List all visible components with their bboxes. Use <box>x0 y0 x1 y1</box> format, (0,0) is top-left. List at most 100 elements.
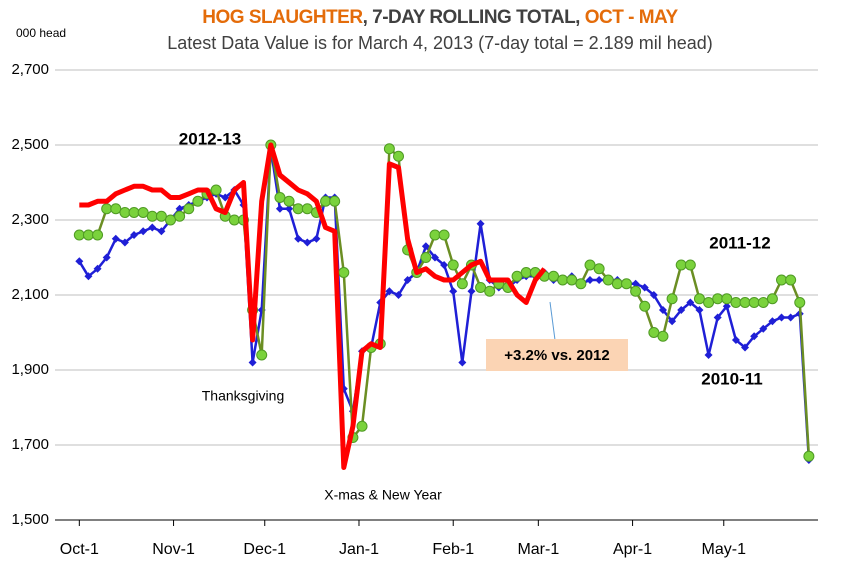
data-point <box>221 193 230 202</box>
data-point <box>803 450 815 462</box>
data-point <box>620 278 632 290</box>
x-tick-label: Oct-1 <box>60 541 99 558</box>
data-point <box>394 291 403 299</box>
data-point <box>649 291 658 299</box>
data-point <box>403 276 412 284</box>
data-point <box>73 229 85 241</box>
data-point <box>693 293 705 305</box>
series-label: 2012-13 <box>179 129 241 148</box>
data-point <box>274 192 286 203</box>
data-point <box>301 203 313 215</box>
data-point <box>557 274 569 286</box>
data-point <box>695 306 704 314</box>
data-point <box>731 336 740 344</box>
data-point <box>146 210 158 222</box>
data-point <box>657 330 669 342</box>
data-point <box>703 297 715 308</box>
annotation-box <box>486 339 628 371</box>
data-point <box>92 229 104 241</box>
data-point <box>712 293 724 305</box>
data-point <box>584 259 596 271</box>
data-point <box>148 223 157 232</box>
data-point <box>741 343 750 352</box>
data-point <box>338 267 350 278</box>
data-point <box>458 358 467 367</box>
title-part: OCT - MAY <box>585 7 679 28</box>
data-point <box>757 297 769 308</box>
data-point <box>721 293 733 305</box>
data-point <box>704 351 713 359</box>
data-point <box>320 195 332 207</box>
y-tick-label: 1,500 <box>11 511 49 528</box>
x-tick-label: May-1 <box>702 541 747 558</box>
data-point <box>93 264 102 273</box>
data-point <box>476 219 485 228</box>
x-tick-label: Feb-1 <box>432 541 474 558</box>
data-point <box>275 204 284 213</box>
data-point <box>420 252 432 263</box>
title-part: , 7-DAY ROLLING TOTAL, <box>363 7 585 28</box>
data-point <box>283 195 295 207</box>
data-point <box>467 287 476 296</box>
chart-subtitle: Latest Data Value is for March 4, 2013 (… <box>167 33 712 53</box>
data-point <box>111 234 120 243</box>
data-point <box>248 358 257 367</box>
data-point <box>777 313 786 322</box>
data-point <box>383 143 395 155</box>
data-point <box>593 263 605 275</box>
data-point <box>750 332 759 341</box>
y-tick-label: 2,500 <box>11 136 49 153</box>
data-point <box>174 210 186 222</box>
annotation: Thanksgiving <box>202 388 285 404</box>
data-point <box>157 227 166 236</box>
data-point <box>639 300 651 312</box>
data-point <box>666 293 678 305</box>
data-point <box>475 282 487 293</box>
title-part: HOG SLAUGHTER <box>202 7 363 28</box>
data-point <box>668 317 677 326</box>
data-point <box>748 297 760 308</box>
data-point <box>520 267 532 278</box>
data-point <box>566 274 578 286</box>
data-point <box>586 276 595 284</box>
annotation: X-mas & New Year <box>324 487 442 503</box>
data-point <box>722 302 731 311</box>
data-point <box>713 313 722 322</box>
data-point <box>759 324 768 333</box>
plot-area: 1,500 1,700 1,900 2,100 2,300 2,500 2,700 Oct-1… <box>11 61 818 558</box>
data-point <box>768 317 777 326</box>
x-tick-label: Mar-1 <box>517 541 559 558</box>
data-point <box>511 270 523 282</box>
data-point <box>631 279 640 288</box>
data-point <box>303 238 312 247</box>
data-point <box>312 234 321 243</box>
x-tick-label: Apr-1 <box>613 541 652 558</box>
data-point <box>82 229 94 241</box>
data-point <box>595 276 604 284</box>
data-point <box>155 210 167 222</box>
data-point <box>292 203 304 215</box>
data-point <box>730 297 742 308</box>
data-point <box>110 203 122 215</box>
data-point <box>630 285 642 297</box>
data-point <box>329 195 341 207</box>
series-line <box>79 142 547 470</box>
data-point <box>766 293 778 305</box>
data-point <box>447 259 459 271</box>
data-point <box>776 274 788 286</box>
y-axis-unit: 000 head <box>16 26 66 40</box>
leader-line <box>549 301 556 341</box>
x-tick-label: Nov-1 <box>152 541 195 558</box>
data-point <box>648 327 660 338</box>
chart-title: HOG SLAUGHTER, 7-DAY ROLLING TOTAL, OCT … <box>202 7 678 28</box>
data-point <box>130 231 139 239</box>
data-point <box>677 306 686 314</box>
x-tick-label: Jan-1 <box>339 541 379 558</box>
annotation: +3.2% vs. 2012 <box>504 347 610 364</box>
data-point <box>294 234 303 243</box>
data-point <box>101 203 113 215</box>
data-point <box>785 274 797 286</box>
series-label: 2011-12 <box>709 233 770 252</box>
data-point <box>640 283 649 292</box>
